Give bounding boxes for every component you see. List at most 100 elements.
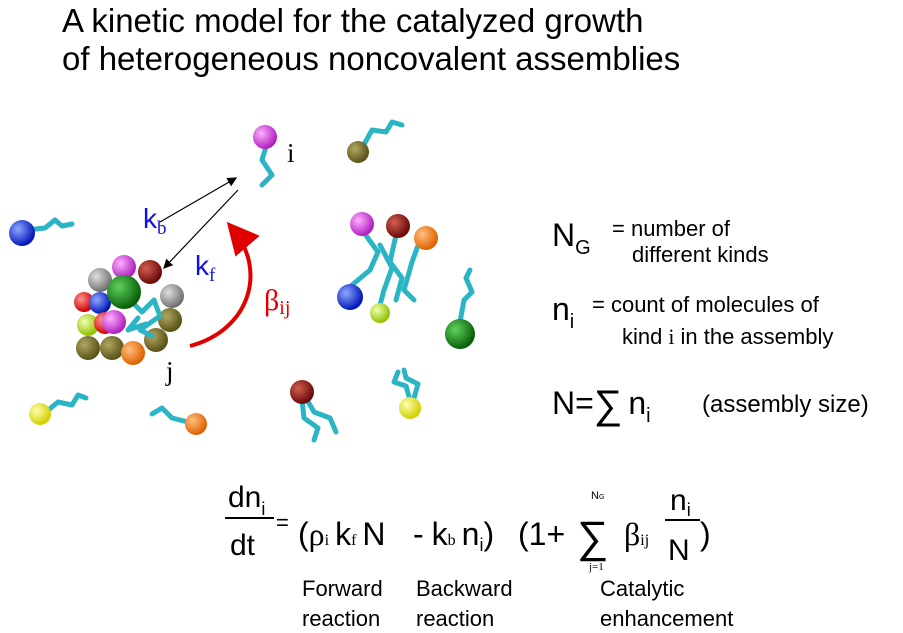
cluster-right bbox=[337, 212, 438, 323]
sum-upper: NG bbox=[591, 490, 604, 502]
num-sub: i bbox=[261, 499, 265, 519]
equals: = bbox=[276, 510, 289, 535]
forward-arrow bbox=[159, 177, 238, 223]
upper-sub: G bbox=[599, 494, 604, 501]
molecule-head bbox=[370, 303, 390, 323]
assembly-cluster bbox=[74, 255, 184, 365]
minus: - bbox=[413, 516, 424, 552]
molecule-head bbox=[77, 314, 99, 336]
catalytic-open: (1+ bbox=[518, 516, 565, 552]
kb-base: k bbox=[143, 203, 158, 234]
def-symbol: ni bbox=[552, 291, 574, 333]
annotation: reaction bbox=[416, 606, 494, 631]
annotation: reaction bbox=[302, 606, 380, 631]
molecule-head bbox=[414, 226, 438, 250]
sum-sign: ∑ bbox=[594, 383, 623, 427]
tail bbox=[149, 405, 191, 425]
lhs-den: dt bbox=[230, 529, 256, 562]
molecule-head bbox=[89, 292, 111, 314]
title-line: A kinetic model for the catalyzed growth bbox=[62, 2, 643, 39]
frac-num: ni bbox=[670, 484, 691, 520]
molecule-head bbox=[76, 336, 100, 360]
tail bbox=[401, 367, 421, 401]
def-text: = number of bbox=[612, 216, 731, 241]
molecule-head bbox=[253, 125, 277, 149]
def-symbol: NG bbox=[552, 217, 591, 259]
tail bbox=[299, 397, 321, 443]
def-word: in the assembly bbox=[680, 324, 833, 349]
def-text: = count of molecules of bbox=[592, 292, 820, 317]
symbol-sub: i bbox=[570, 311, 574, 333]
tail bbox=[23, 217, 75, 233]
def-note: (assembly size) bbox=[702, 391, 869, 418]
molecule-head bbox=[138, 260, 162, 284]
molecule-head bbox=[88, 268, 112, 292]
molecule-head bbox=[9, 220, 35, 246]
term-sub: i bbox=[646, 405, 650, 427]
assembly-label: j bbox=[165, 356, 174, 386]
monomer-label: i bbox=[287, 138, 295, 168]
tail bbox=[349, 227, 381, 288]
backward-term: - kb ni) bbox=[413, 516, 494, 555]
term: n bbox=[628, 385, 646, 421]
kb-label: kb bbox=[143, 203, 167, 239]
catalysis-arrow bbox=[189, 221, 260, 348]
tail bbox=[377, 242, 395, 308]
symbol: n bbox=[552, 291, 570, 327]
num: dn bbox=[228, 481, 261, 514]
lhs-num: dni bbox=[228, 481, 265, 519]
n-sub: i bbox=[479, 535, 483, 555]
molecule-head bbox=[74, 292, 94, 312]
molecule-head bbox=[350, 212, 374, 236]
beta-label: βij bbox=[264, 284, 290, 319]
tail bbox=[43, 392, 89, 415]
molecule-head bbox=[185, 413, 207, 435]
annotation: enhancement bbox=[600, 606, 733, 631]
molecule-head bbox=[112, 255, 136, 279]
k-sub: b bbox=[448, 532, 456, 549]
annotation: Backward bbox=[416, 576, 513, 601]
tail bbox=[259, 137, 275, 188]
equation: dni dt = (ρi kf N - kb ni) (1+ ∑ NG j=1 βij … bbox=[225, 481, 711, 573]
title-line: of heterogeneous noncovalent assemblies bbox=[62, 40, 680, 77]
beta: β bbox=[624, 516, 640, 552]
k: k bbox=[335, 516, 352, 552]
molecule-head bbox=[100, 336, 124, 360]
beta-sub: ij bbox=[279, 297, 290, 319]
symbol-sub: G bbox=[575, 237, 591, 259]
beta-sub: ij bbox=[640, 532, 649, 549]
molecule-head bbox=[158, 308, 182, 332]
molecule-head bbox=[160, 284, 184, 308]
sum-lower: j=1 bbox=[588, 561, 604, 573]
k-sub: f bbox=[351, 532, 357, 549]
sum-sign: ∑ bbox=[577, 513, 608, 562]
kf-sub: f bbox=[209, 265, 216, 286]
rho: ρ bbox=[309, 516, 325, 552]
catalytic-close: ) bbox=[700, 516, 711, 552]
k: k bbox=[432, 516, 449, 552]
tail bbox=[387, 232, 405, 303]
tail bbox=[303, 395, 339, 435]
paren: ( bbox=[298, 516, 309, 552]
tail bbox=[125, 315, 149, 333]
molecules bbox=[9, 119, 475, 443]
beta-base: β bbox=[264, 284, 279, 317]
molecule-head bbox=[347, 141, 369, 163]
tail bbox=[359, 119, 405, 151]
paren: ) bbox=[483, 516, 494, 552]
backward-arrow bbox=[163, 189, 239, 269]
n: n bbox=[462, 516, 480, 552]
beta-term: βij bbox=[624, 516, 649, 552]
n: N bbox=[362, 516, 385, 552]
n: n bbox=[670, 484, 687, 517]
def-symbol: N=∑ ni bbox=[552, 383, 651, 427]
frac-den: N bbox=[668, 534, 690, 567]
molecule-head bbox=[386, 214, 410, 238]
molecule-head bbox=[121, 341, 145, 365]
symbol: N= bbox=[552, 385, 594, 421]
n-sub: i bbox=[687, 500, 691, 520]
kf-base: k bbox=[195, 250, 210, 281]
annotation: Catalytic bbox=[600, 576, 684, 601]
